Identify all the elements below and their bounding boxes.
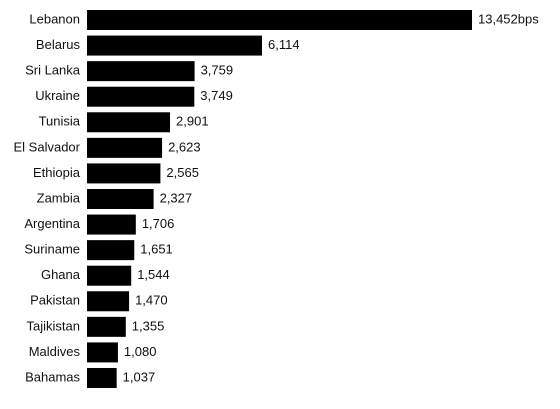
value-label: 2,327: [160, 190, 193, 205]
bar: [87, 163, 161, 184]
bar: [87, 240, 135, 261]
bar: [87, 188, 154, 209]
category-label: Argentina: [24, 216, 80, 231]
value-label: 2,901: [176, 114, 209, 129]
category-label: Ukraine: [35, 88, 80, 103]
bar: [87, 367, 117, 388]
category-label: Tunisia: [39, 114, 81, 129]
value-label: 1,544: [137, 267, 170, 282]
category-label: Bahamas: [25, 369, 80, 384]
bar: [87, 86, 195, 107]
bar: [87, 137, 163, 158]
bar: [87, 112, 171, 133]
value-label: 6,114: [268, 37, 300, 52]
category-label: Sri Lanka: [25, 63, 81, 78]
bar: [87, 214, 136, 235]
value-label: 13,452bps: [478, 11, 539, 26]
bar: [87, 316, 126, 337]
value-label: 3,759: [201, 63, 234, 78]
category-label: Lebanon: [29, 11, 80, 26]
value-label: 1,037: [123, 369, 156, 384]
category-label: Ghana: [41, 267, 81, 282]
value-label: 1,355: [132, 318, 165, 333]
value-label: 3,749: [200, 88, 233, 103]
value-label: 1,470: [135, 293, 168, 308]
value-label: 1,080: [124, 344, 157, 359]
value-label: 2,623: [168, 139, 201, 154]
category-label: Ethiopia: [33, 165, 81, 180]
category-label: Belarus: [36, 37, 81, 52]
bar: [87, 265, 132, 286]
bar: [87, 342, 118, 363]
value-label: 1,706: [142, 216, 175, 231]
value-label: 2,565: [166, 165, 199, 180]
bar: [87, 35, 262, 56]
category-label: Suriname: [24, 242, 80, 257]
category-label: Tajikistan: [27, 318, 80, 333]
category-label: El Salvador: [14, 139, 81, 154]
bar: [87, 10, 472, 30]
bar: [87, 291, 130, 312]
value-label: 1,651: [140, 242, 173, 257]
category-label: Pakistan: [30, 293, 80, 308]
category-label: Zambia: [37, 190, 81, 205]
category-label: Maldives: [29, 344, 81, 359]
bar: [87, 61, 195, 82]
